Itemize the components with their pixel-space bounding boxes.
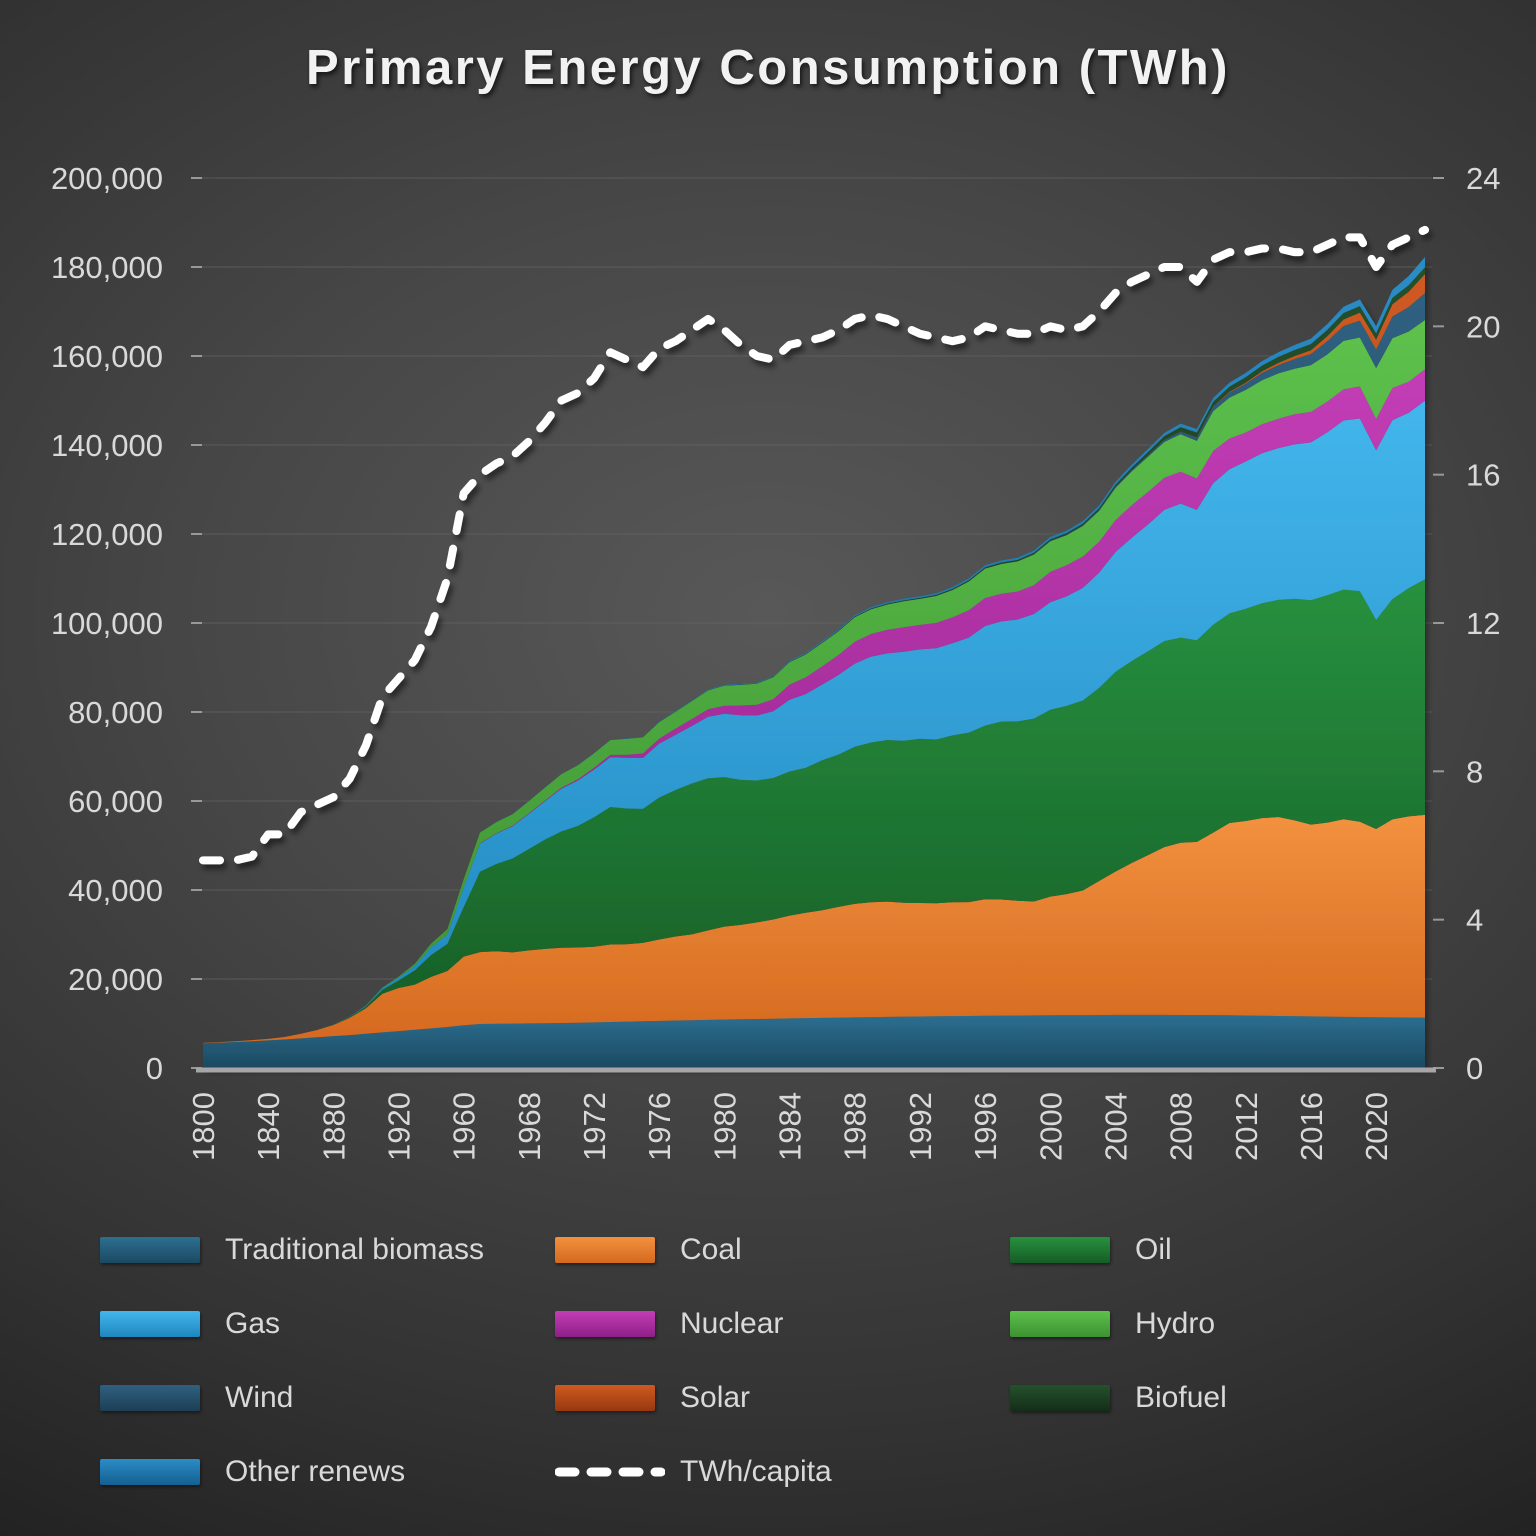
- right-axis-tick-label: 0: [1466, 1051, 1483, 1086]
- x-axis-labels: 1800 1840 1880 1920 1960 1968 1972 1976 1980 1984…: [186, 1092, 1394, 1161]
- left-axis-tick-label: 40,000: [68, 873, 163, 908]
- area-gas: [203, 400, 1425, 1043]
- x-axis-tick-label: 2020: [1359, 1092, 1394, 1161]
- left-axis-tick-label: 20,000: [68, 962, 163, 997]
- left-axis-tick-label: 200,000: [51, 161, 163, 196]
- right-axis-tick-label: 24: [1466, 161, 1500, 196]
- x-axis-tick-label: 2004: [1098, 1092, 1133, 1161]
- x-axis-tick-label: 1992: [903, 1092, 938, 1161]
- x-axis-tick-label: 2008: [1164, 1092, 1199, 1161]
- stacked-areas: [203, 257, 1425, 1068]
- left-axis-tick-label: 180,000: [51, 250, 163, 285]
- right-axis-tick-label: 20: [1466, 309, 1500, 344]
- y-axis-right: 0 4 8 12 16 20 24: [1433, 161, 1500, 1086]
- left-axis-tick-label: 60,000: [68, 784, 163, 819]
- chart-title: Primary Energy Consumption (TWh): [306, 41, 1230, 95]
- x-axis-tick-label: 1976: [642, 1092, 677, 1161]
- right-axis-tick-label: 12: [1466, 606, 1500, 641]
- x-axis-tick-label: 1988: [838, 1092, 873, 1161]
- area-nuclear: [203, 369, 1425, 1043]
- right-axis-tick-label: 16: [1466, 458, 1500, 493]
- x-axis-tick-label: 1920: [382, 1092, 417, 1161]
- left-axis-tick-label: 100,000: [51, 606, 163, 641]
- x-axis-tick-label: 1800: [186, 1092, 221, 1161]
- x-axis-tick-label: 2016: [1294, 1092, 1329, 1161]
- area-coal: [203, 814, 1425, 1044]
- left-axis-tick-label: 160,000: [51, 339, 163, 374]
- right-axis-tick-label: 4: [1466, 903, 1483, 938]
- x-axis-tick-label: 1880: [316, 1092, 351, 1161]
- right-axis-tick-label: 8: [1466, 754, 1483, 789]
- area-hydro: [203, 320, 1425, 1043]
- left-axis-tick-label: 80,000: [68, 695, 163, 730]
- x-axis-tick-label: 1996: [968, 1092, 1003, 1161]
- left-axis-tick-label: 120,000: [51, 517, 163, 552]
- x-axis-tick-label: 1980: [707, 1092, 742, 1161]
- x-axis-tick-label: 2012: [1229, 1092, 1264, 1161]
- x-axis-tick-label: 1972: [577, 1092, 612, 1161]
- area-oil: [203, 579, 1425, 1043]
- left-axis-tick-label: 0: [146, 1051, 163, 1086]
- x-axis-tick-label: 1840: [251, 1092, 286, 1161]
- x-axis-tick-label: 1984: [773, 1092, 808, 1161]
- y-axis-left: 0 20,000 40,000 60,000 80,000 100,000 120,000 1…: [51, 161, 202, 1086]
- left-axis-tick-label: 140,000: [51, 428, 163, 463]
- area-traditional-biomass: [203, 1014, 1425, 1068]
- x-axis-tick-label: 1960: [447, 1092, 482, 1161]
- twh-per-capita-line: [199, 225, 1429, 865]
- x-axis-tick-label: 1968: [512, 1092, 547, 1161]
- x-axis-tick-label: 2000: [1033, 1092, 1068, 1161]
